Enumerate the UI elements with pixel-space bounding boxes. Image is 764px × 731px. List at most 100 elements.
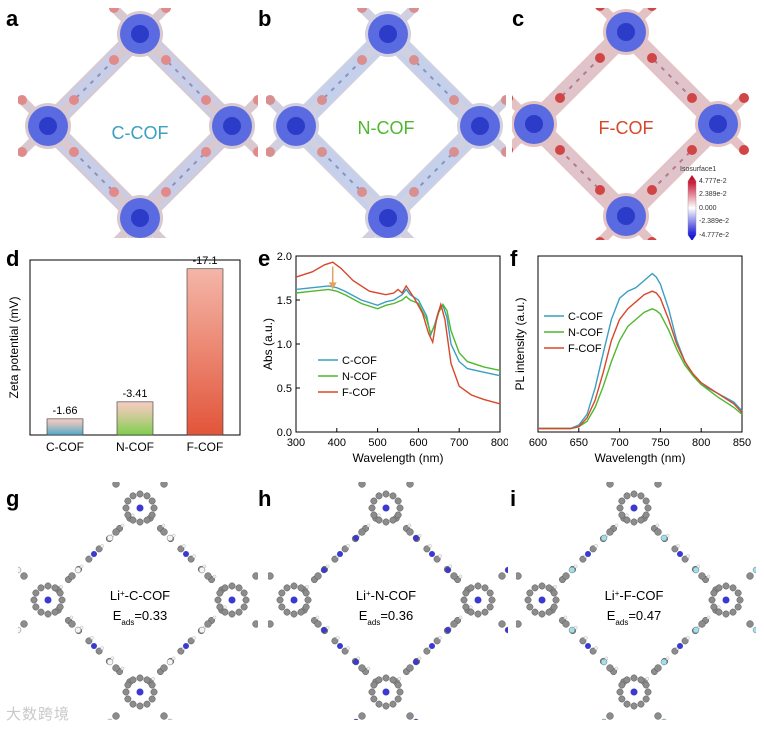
substituent-atom	[18, 626, 22, 634]
nitrogen-atom	[382, 504, 390, 512]
hydrogen-atom	[614, 523, 619, 528]
colorbar: Isosurface1 4.777e-2 2.389e-2 0.000 -2.3…	[680, 166, 729, 240]
substituent-atom	[412, 658, 420, 666]
colorbar-tick: 2.389e-2	[699, 191, 727, 198]
aryl-atom	[268, 572, 274, 580]
linker-atom	[579, 555, 587, 563]
substituent-atom	[601, 718, 607, 720]
aryl-atom	[746, 620, 754, 628]
node-arm-tip	[266, 147, 275, 157]
hydrogen-atom	[665, 656, 670, 661]
porphyrin-atom	[486, 603, 494, 611]
node-arm-tip	[512, 95, 513, 101]
linker-atom	[95, 647, 103, 655]
porphyrin-atom	[51, 584, 59, 592]
porphyrin-atom	[708, 596, 716, 604]
y-axis-label: Abs (a.u.)	[261, 318, 275, 370]
node-arm-tip	[409, 187, 419, 197]
linker-atom	[671, 545, 679, 553]
node-arm-tip	[595, 185, 605, 195]
structure-panel-h: Li+-N-COF Eads=0.36	[268, 482, 508, 720]
hydrogen-atom	[223, 605, 227, 609]
porphyrin-atom	[37, 584, 45, 592]
node-arm-tip	[69, 95, 79, 105]
nitrogen-atom	[677, 551, 683, 557]
aryl-atom	[654, 664, 662, 672]
porphyrin-atom	[129, 492, 137, 500]
molecular-structure-c	[18, 482, 258, 720]
node-arm-tip	[739, 93, 749, 103]
series-line-f-cof	[538, 290, 743, 430]
nitrogen-atom	[474, 596, 482, 604]
porphyrin-atom	[623, 676, 631, 684]
aryl-atom	[314, 620, 322, 628]
aryl-atom	[562, 620, 570, 628]
hydrogen-atom	[100, 544, 104, 548]
node-arm-tip	[253, 95, 258, 105]
porphyrin-atom	[618, 681, 626, 689]
linker-atom	[589, 647, 597, 655]
watermark: 大数跨境	[6, 706, 71, 723]
esp-label-f-cof: F-COF	[599, 118, 654, 138]
hydrogen-atom	[161, 523, 166, 528]
node-center	[525, 115, 543, 133]
nitrogen-atom	[183, 643, 189, 649]
hydrogen-atom	[366, 523, 371, 528]
porphyrin-atom	[297, 584, 305, 592]
node-arm-tip	[357, 8, 367, 13]
aryl-atom	[160, 664, 168, 672]
linker-atom	[433, 555, 441, 563]
porphyrin-atom	[136, 702, 144, 710]
porphyrin-atom	[143, 516, 151, 524]
aryl-atom	[654, 712, 662, 720]
x-tick-label: 700	[610, 437, 628, 449]
linker-atom	[423, 545, 431, 553]
x-tick-label: 800	[692, 437, 710, 449]
hydrogen-atom	[212, 615, 217, 620]
aryl-atom	[654, 482, 662, 488]
node-arm-tip	[357, 55, 367, 65]
esp-framework-f	[512, 8, 749, 240]
porphyrin-atom	[283, 584, 291, 592]
porphyrin-atom	[51, 608, 59, 616]
substituent-atom	[353, 718, 359, 720]
substituent-atom	[413, 718, 419, 720]
colorbar-title: Isosurface1	[680, 166, 716, 173]
linker-atom	[681, 637, 689, 645]
porphyrin-atom	[148, 681, 156, 689]
porphyrin-atom	[124, 695, 132, 703]
series-line-n-cof	[295, 288, 501, 372]
porphyrin-atom	[488, 596, 496, 604]
porphyrin-atom	[136, 490, 144, 498]
porphyrin-atom	[715, 584, 723, 592]
panel-letter-f: f	[510, 246, 518, 271]
x-axis-label: Wavelength (nm)	[595, 451, 686, 465]
nitrogen-atom	[337, 551, 343, 557]
x-axis-label: Wavelength (nm)	[353, 451, 444, 465]
structure-eads-c-cof: Eads=0.33	[113, 608, 167, 627]
hydrogen-atom	[192, 636, 196, 640]
aryl-atom	[112, 712, 120, 720]
bar-c-cof	[46, 418, 84, 436]
linker-atom	[341, 647, 349, 655]
linker-atom	[177, 545, 185, 553]
porphyrin-atom	[552, 596, 560, 604]
porphyrin-atom	[276, 596, 284, 604]
node-arm-tip	[409, 55, 419, 65]
node-arm-tip	[357, 187, 367, 197]
linker-atom	[579, 637, 587, 645]
node-arm-tip	[109, 187, 119, 197]
porphyrin-atom	[710, 589, 718, 597]
colorbar-tick: 0.000	[699, 205, 717, 212]
porphyrin-atom	[375, 492, 383, 500]
hydrogen-atom	[706, 615, 711, 620]
node-center	[287, 117, 305, 135]
node-arm-tip	[555, 93, 565, 103]
porphyrin-atom	[370, 681, 378, 689]
aryl-atom	[358, 482, 366, 488]
porphyrin-atom	[136, 674, 144, 682]
porphyrin-atom	[382, 490, 390, 498]
porphyrin-atom	[710, 603, 718, 611]
hydrogen-atom	[438, 636, 442, 640]
porphyrin-atom	[370, 695, 378, 703]
